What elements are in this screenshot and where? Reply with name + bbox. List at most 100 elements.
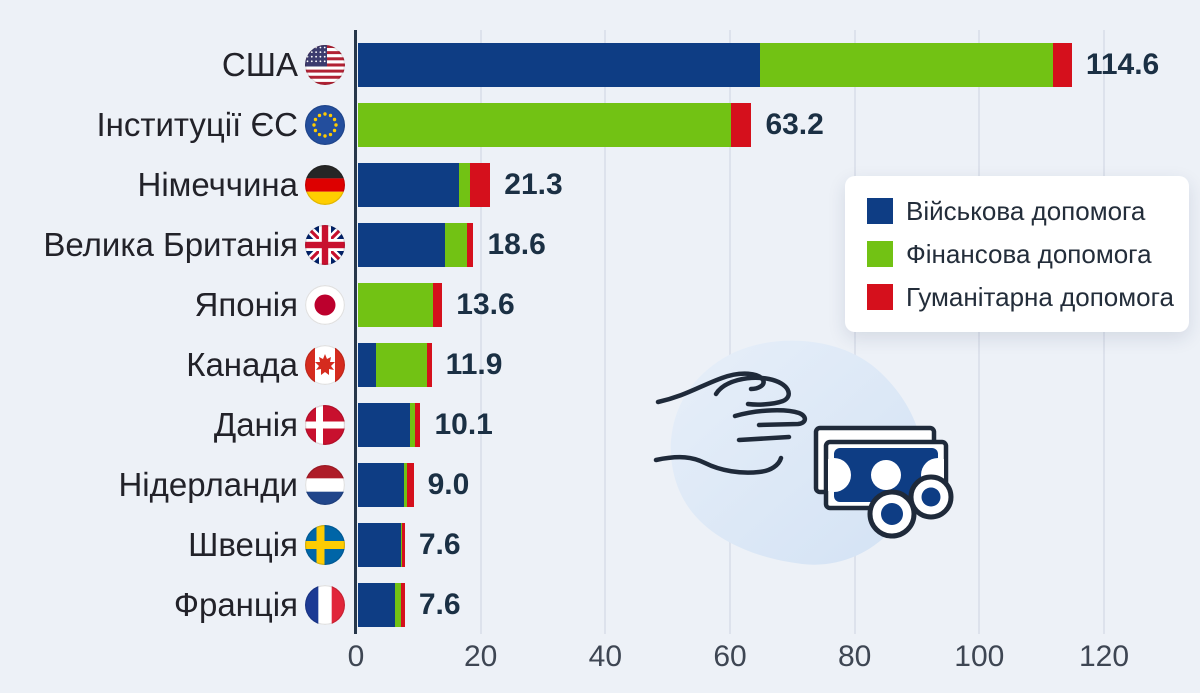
category-label: Нідерланди (118, 466, 298, 503)
bar-segment-financial (394, 583, 401, 627)
bar-segment-financial (403, 463, 407, 507)
bar-segment-humanitarian (730, 103, 752, 147)
category-label: Японія (194, 286, 298, 323)
x-tick-label-60: 60 (713, 640, 747, 673)
country-flag (305, 285, 345, 325)
legend: Військова допомога Фінансова допомога Гума… (845, 176, 1189, 332)
bar-segment-humanitarian (467, 223, 474, 267)
gridline-x-60 (729, 30, 731, 634)
bar-segment-financial (376, 343, 427, 387)
flag-eu-icon (305, 105, 345, 145)
flag-se-icon (305, 525, 345, 565)
flag-gb-icon (305, 225, 345, 265)
gridline-x-80 (853, 30, 856, 634)
bar-segment-humanitarian (400, 583, 405, 627)
flag-nl-icon (305, 465, 345, 505)
category-label: Франція (173, 586, 298, 623)
bar-segment-military (357, 343, 377, 387)
flag-us-icon (305, 45, 345, 85)
gridline-x-100 (978, 30, 981, 634)
category-label: Канада (186, 346, 298, 383)
x-tick-label-120: 120 (1078, 640, 1130, 673)
flag-jp-icon (305, 285, 345, 325)
bar-segment-military (357, 523, 401, 567)
gridline-x-40 (604, 30, 607, 634)
gridline-x-20 (479, 30, 482, 634)
country-flag (305, 525, 345, 565)
x-tick-label-40: 40 (588, 640, 623, 673)
bar-segment-financial (459, 163, 470, 207)
legend-item-humanitarian: Гуманітарна допомога (867, 282, 1189, 313)
bar-row-dk: Данія 10.1 (0, 403, 1200, 447)
legend-item-financial: Фінансова допомога (867, 239, 1189, 270)
bar-row-eu: Інституції ЄС 63.2 (0, 103, 1200, 147)
bar-row-ca: Канада 11.9 (0, 343, 1200, 387)
bar-row-us: США 114.6 (0, 43, 1200, 87)
legend-item-military: Військова допомога (867, 196, 1189, 227)
category-label: Данія (213, 406, 298, 443)
category-label: Німеччина (137, 166, 298, 203)
bar-row-de: Німеччина 21.3 (0, 163, 1200, 207)
bar-row-fr: Франція 7.6 (0, 583, 1200, 627)
legend-swatch-humanitarian (867, 284, 893, 310)
x-tick-label-80: 80 (837, 640, 872, 673)
bar-segment-humanitarian (426, 343, 432, 387)
value-label: 7.6 (418, 528, 461, 561)
bar-segment-humanitarian (402, 523, 405, 567)
bar-segment-financial (357, 103, 731, 147)
category-label: Інституції ЄС (96, 106, 298, 143)
country-flag (305, 465, 345, 505)
value-label: 7.6 (418, 588, 461, 621)
bar-segment-humanitarian (414, 403, 421, 447)
bar-row-se: Швеція 7.6 (0, 523, 1200, 567)
value-label: 13.6 (456, 288, 515, 321)
bar-segment-military (357, 403, 411, 447)
x-tick-label-0: 0 (347, 640, 365, 673)
gridline-x-120 (1103, 30, 1105, 634)
legend-label: Військова допомога (906, 195, 1146, 226)
bar-segment-humanitarian (469, 163, 491, 207)
value-label: 63.2 (765, 108, 824, 141)
bar-segment-military (357, 163, 460, 207)
bar-segment-military (357, 463, 404, 507)
bar-segment-financial (759, 43, 1053, 87)
country-flag (305, 225, 345, 265)
bar-segment-financial (357, 283, 433, 327)
bar-segment-financial (445, 223, 468, 267)
flag-ca-icon (305, 345, 345, 385)
x-tick-label-100: 100 (954, 640, 1005, 673)
bar-segment-military (357, 583, 395, 627)
bar-row-nl: Нідерланди 9.0 (0, 463, 1200, 507)
flag-de-icon (305, 165, 345, 205)
category-label: США (221, 46, 298, 83)
legend-swatch-financial (867, 241, 893, 267)
flag-fr-icon (305, 585, 345, 625)
value-label: 10.1 (434, 408, 493, 441)
bar-segment-military (357, 223, 446, 267)
bar-segment-humanitarian (432, 283, 443, 327)
money-giving-illustration (653, 340, 954, 565)
country-flag (305, 45, 345, 85)
flag-dk-icon (305, 405, 345, 445)
country-flag (305, 405, 345, 445)
value-label: 18.6 (487, 228, 546, 261)
coins-icon (867, 474, 954, 539)
bar-segment-humanitarian (1052, 43, 1072, 87)
value-label: 9.0 (427, 468, 470, 501)
category-label: Швеція (188, 526, 298, 563)
country-flag (305, 345, 345, 385)
y-axis-line (354, 30, 357, 634)
bar-row-gb: Велика Британія 18.6 (0, 223, 1200, 267)
legend-label: Фінансова допомога (906, 238, 1152, 269)
country-flag (305, 585, 345, 625)
legend-label: Гуманітарна допомога (906, 281, 1174, 312)
country-flag (305, 165, 345, 205)
value-label: 114.6 (1085, 48, 1160, 81)
value-label: 21.3 (504, 168, 563, 201)
category-label: Велика Британія (43, 226, 298, 263)
bar-row-jp: Японія 13.6 (0, 283, 1200, 327)
bar-segment-financial (400, 523, 403, 567)
x-tick-label-20: 20 (463, 640, 498, 673)
hand-icon (653, 371, 808, 475)
